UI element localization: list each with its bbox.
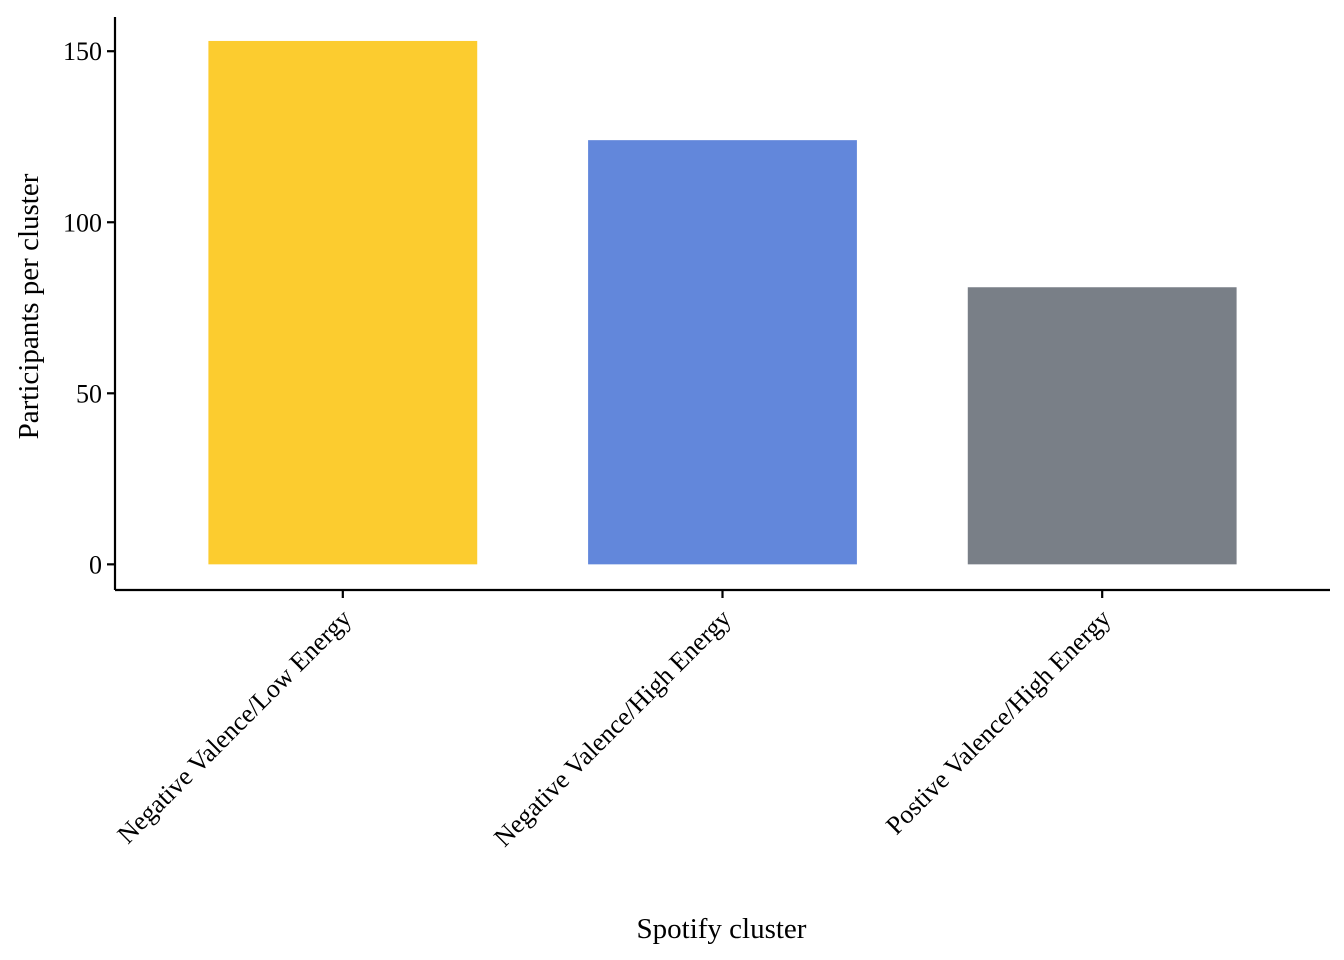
y-axis: 0 50 100 150 <box>63 17 117 590</box>
x-axis-title: Spotify cluster <box>637 913 807 945</box>
bar-1 <box>208 40 478 565</box>
x-tick-label: Negative Valence/High Energy <box>488 604 737 853</box>
y-tick-label: 0 <box>89 550 102 579</box>
y-tick-label: 150 <box>63 37 102 66</box>
bar-2 <box>588 140 857 565</box>
y-tick-label: 100 <box>63 208 102 237</box>
x-tick-label: Negative Valence/Low Energy <box>112 604 357 849</box>
y-axis-title: Participants per cluster <box>13 173 45 439</box>
x-axis: Negative Valence/Low Energy Negative Vale… <box>112 588 1330 853</box>
bars <box>208 40 1237 565</box>
y-tick-label: 50 <box>76 379 102 408</box>
x-tick-label: Postive Valence/High Energy <box>880 604 1116 840</box>
bar-3 <box>967 287 1237 565</box>
